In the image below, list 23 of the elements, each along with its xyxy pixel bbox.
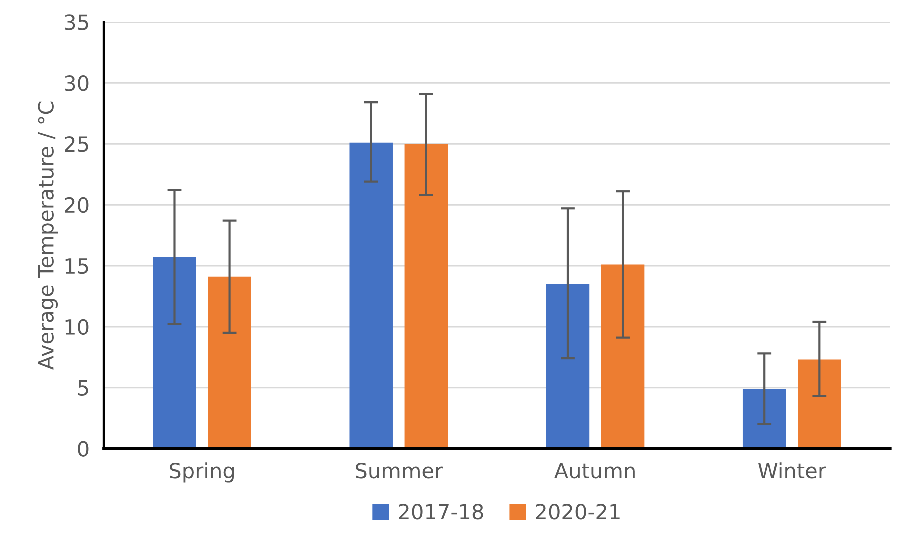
x-tick-label: Spring [170, 462, 234, 483]
y-axis-title: Average Temperature / °C [38, 102, 58, 370]
bar [350, 142, 393, 449]
x-tick-label: Autumn [554, 463, 635, 479]
y-tick-label: 25 [65, 136, 88, 152]
x-tick-label: Summer [356, 462, 444, 479]
legend-label: 2020-21 [536, 504, 620, 520]
bar [601, 264, 645, 449]
y-tick-label: 10 [66, 319, 89, 336]
bar [546, 284, 590, 449]
y-tick-label: 30 [65, 76, 89, 92]
x-tick-label: Winter [758, 462, 826, 479]
bar [153, 257, 196, 449]
y-tick-label: 20 [65, 197, 89, 214]
legend-label: 2017-18 [399, 504, 484, 520]
bar [742, 389, 786, 449]
bar [404, 144, 448, 449]
y-tick-label: 0 [78, 441, 89, 457]
y-tick-label: 15 [66, 258, 88, 274]
y-tick-label: 5 [78, 380, 88, 396]
bar [798, 360, 842, 449]
bar [208, 276, 252, 449]
y-tick-label: 35 [65, 14, 88, 30]
